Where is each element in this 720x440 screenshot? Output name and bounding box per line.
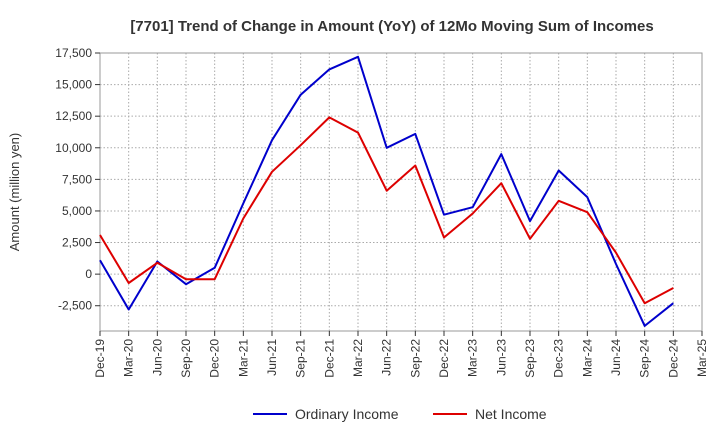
y-tick-label: 2,500	[62, 236, 92, 250]
x-tick-label: Dec-22	[437, 339, 451, 378]
grid	[99, 52, 703, 331]
x-tick-label: Mar-25	[695, 339, 709, 377]
y-tick-label: 0	[85, 267, 92, 281]
x-tick-label: Jun-21	[265, 339, 279, 376]
y-axis-label: Amount (million yen)	[7, 133, 22, 252]
x-tick-label: Dec-20	[208, 339, 222, 378]
x-tick-label: Jun-22	[380, 339, 394, 376]
x-tick-label: Jun-20	[150, 339, 164, 376]
x-tick-label: Dec-19	[93, 339, 107, 378]
x-tick-label: Sep-23	[523, 339, 537, 378]
y-tick-label: 7,500	[62, 172, 92, 186]
y-ticks: -2,500 0 2,500 5,000 7,500 10,000 12,500 15,000…	[55, 46, 100, 313]
y-tick-label: -2,500	[58, 299, 92, 313]
x-tick-label: Dec-24	[666, 339, 680, 378]
x-tick-label: Sep-21	[294, 339, 308, 378]
x-ticks: Dec-19 Mar-20 Jun-20 Sep-20 Dec-20 Mar-21 Jun-…	[93, 331, 709, 378]
y-tick-label: 10,000	[55, 141, 92, 155]
x-tick-label: Jun-23	[494, 339, 508, 376]
chart-title: [7701] Trend of Change in Amount (YoY) o…	[130, 18, 653, 35]
legend-label: Net Income	[475, 406, 547, 422]
y-tick-label: 15,000	[55, 78, 92, 92]
x-tick-label: Mar-23	[466, 339, 480, 377]
x-tick-label: Sep-24	[638, 339, 652, 378]
y-tick-label: 12,500	[55, 109, 92, 123]
legend-label: Ordinary Income	[295, 406, 399, 422]
plot-frame	[99, 52, 703, 332]
x-tick-label: Mar-24	[580, 339, 594, 377]
x-tick-label: Mar-21	[236, 339, 250, 377]
x-tick-label: Sep-22	[408, 339, 422, 378]
y-tick-label: 5,000	[62, 204, 92, 218]
y-tick-label: 17,500	[55, 46, 92, 60]
legend: Ordinary Income Net Income	[253, 406, 547, 422]
x-tick-label: Mar-20	[122, 339, 136, 377]
x-tick-label: Jun-24	[609, 339, 623, 376]
x-tick-label: Dec-21	[322, 339, 336, 378]
series-line-net-income	[99, 116, 674, 305]
x-tick-label: Mar-22	[351, 339, 365, 377]
x-tick-label: Dec-23	[552, 339, 566, 378]
series-lines	[99, 55, 674, 327]
x-tick-label: Sep-20	[179, 339, 193, 378]
